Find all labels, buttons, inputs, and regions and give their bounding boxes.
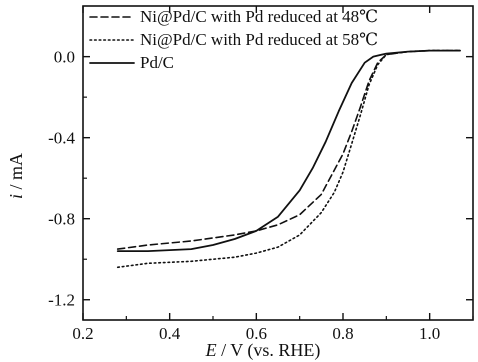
series-line-3 bbox=[116, 49, 461, 252]
y-tick-label: -1.2 bbox=[48, 291, 75, 310]
y-axis: 0.0 -0.4 -0.8 -1.2 bbox=[48, 48, 473, 310]
y-tick-label: -0.8 bbox=[48, 210, 75, 229]
x-tick-label: 1.0 bbox=[419, 324, 440, 343]
plot-frame bbox=[82, 5, 474, 321]
legend-label-1: Ni@Pd/C with Pd reduced at 48℃ bbox=[140, 7, 378, 26]
x-tick-label: 0.2 bbox=[72, 324, 93, 343]
series-layer bbox=[116, 49, 461, 269]
x-tick-label: 0.4 bbox=[159, 324, 181, 343]
legend: Ni@Pd/C with Pd reduced at 48℃ Ni@Pd/C wi… bbox=[89, 7, 378, 72]
legend-label-2: Ni@Pd/C with Pd reduced at 58℃ bbox=[140, 30, 378, 49]
series-line-2 bbox=[116, 49, 461, 269]
y-axis-title: i / mA bbox=[6, 153, 26, 199]
x-tick-label: 0.8 bbox=[332, 324, 353, 343]
y-axis-title-symbol: i bbox=[6, 194, 26, 199]
x-tick-label: 0.6 bbox=[246, 324, 267, 343]
x-axis-title: E / V (vs. RHE) bbox=[205, 340, 321, 361]
legend-label-3: Pd/C bbox=[140, 53, 174, 72]
y-axis-title-unit: / mA bbox=[6, 153, 26, 194]
series-line-1 bbox=[116, 49, 461, 250]
x-axis-title-unit: / V (vs. RHE) bbox=[217, 340, 321, 361]
x-axis: 0.2 0.4 0.6 0.8 1.0 bbox=[72, 6, 474, 343]
y-tick-label: 0.0 bbox=[54, 48, 75, 67]
y-tick-label: -0.4 bbox=[48, 129, 75, 148]
x-axis-title-symbol: E bbox=[205, 340, 217, 360]
plot-border bbox=[82, 5, 474, 321]
